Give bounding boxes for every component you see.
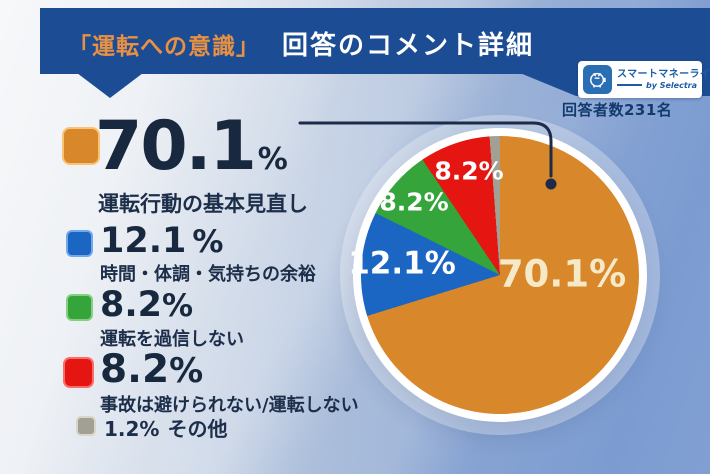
legend-value: 8.2% bbox=[100, 285, 194, 325]
legend-swatch-gray bbox=[76, 416, 96, 436]
header-title: 「運転への意識」 回答のコメント詳細 bbox=[40, 8, 710, 62]
legend-swatch-red bbox=[63, 357, 94, 388]
legend-swatch-blue bbox=[66, 230, 93, 257]
legend-value: 8.2% bbox=[100, 347, 204, 392]
legend-label: 事故は避けられない/運転しない bbox=[100, 395, 359, 416]
legend-label: 運転行動の基本見直し bbox=[98, 192, 308, 216]
pie-chart-area: 70.1% 12.1% 8.2% 8.2% bbox=[348, 128, 647, 422]
legend-label: 運転を過信しない bbox=[100, 329, 244, 350]
logo-text: スマートマネーライフ by Selectra bbox=[617, 69, 710, 90]
legend-other: 1.2% その他 bbox=[104, 413, 227, 442]
logo-byline-dash bbox=[617, 84, 642, 87]
legend-value: 1.2% bbox=[104, 417, 160, 441]
brand-logo: スマートマネーライフ by Selectra bbox=[578, 61, 710, 98]
pie-slice-label-red: 8.2% bbox=[434, 156, 504, 186]
header-title-topic: 「運転への意識」 bbox=[68, 34, 260, 60]
logo-byline: by Selectra bbox=[617, 81, 697, 90]
legend-label: 時間・体調・気持ちの余裕 bbox=[100, 264, 316, 285]
header-title-main: 回答のコメント詳細 bbox=[282, 31, 535, 61]
legend-swatch-green bbox=[66, 294, 93, 321]
header-pointer-triangle bbox=[77, 73, 143, 98]
pie-slice-label-orange: 70.1% bbox=[497, 252, 627, 296]
pie-slice-label-green: 8.2% bbox=[379, 187, 449, 217]
legend-value: 70.1% bbox=[95, 107, 288, 186]
legend-swatch-orange bbox=[62, 127, 100, 165]
logo-byline-text: by Selectra bbox=[646, 80, 697, 90]
logo-brand-name: スマートマネーライフ bbox=[617, 69, 710, 81]
legend-value: 12.1% bbox=[100, 221, 224, 261]
respondents-count-label: 回答者数231名 bbox=[562, 101, 673, 119]
piggy-bank-icon bbox=[583, 65, 612, 94]
pie-slice-label-blue: 12.1% bbox=[348, 245, 456, 282]
legend-label: その他 bbox=[167, 417, 228, 441]
